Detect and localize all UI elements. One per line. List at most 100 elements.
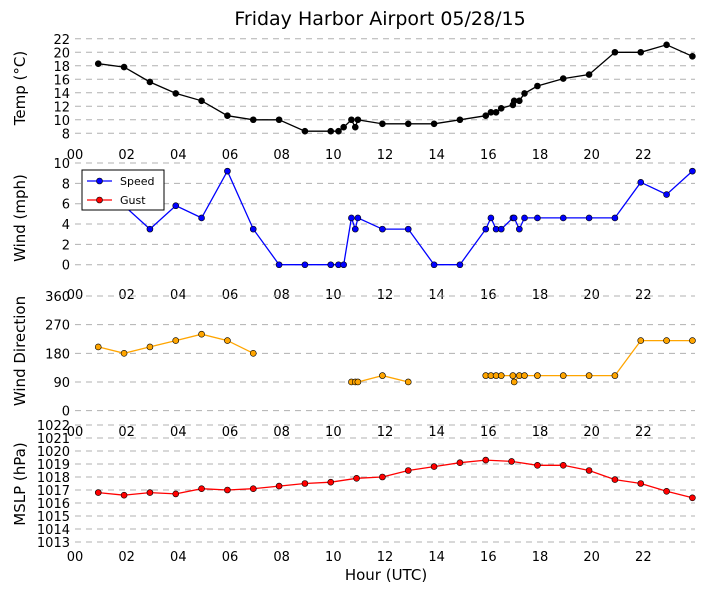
temperature-series-point [585, 71, 593, 78]
wind-speed-xtick-label: 02 [118, 288, 135, 303]
mslp-xtick-label: 06 [222, 550, 239, 565]
wind-direction-series-point [585, 372, 593, 379]
temperature-series-point [335, 127, 342, 135]
mslp-series-point [379, 473, 386, 481]
wind-direction-series-point [559, 372, 567, 379]
wind-direction-xtick-label: 22 [635, 425, 652, 440]
wind-direction-series-point [637, 337, 645, 344]
wind-speed-speed-point [340, 261, 347, 269]
temperature-xtick-label: 14 [428, 148, 445, 163]
legend-marker-speed [96, 177, 103, 185]
temperature-series-point [275, 116, 283, 124]
mslp-series-point [404, 467, 412, 474]
mslp-series-point [482, 456, 490, 464]
wind-speed-speed-line [98, 169, 693, 266]
wind-direction-series-point [224, 337, 231, 344]
wind-direction-xtick-label: 00 [67, 425, 84, 440]
mslp-series-point [301, 480, 309, 487]
wind-direction-ytick-label: 360 [45, 290, 70, 305]
mslp-ytick-label: 1021 [37, 432, 70, 447]
wind-speed-speed-point [516, 225, 523, 233]
temperature-series-point [404, 120, 412, 128]
temperature-series-point [379, 120, 386, 128]
mslp-series-point [120, 491, 128, 499]
mslp-xtick-label: 20 [583, 550, 600, 565]
temperature-series-point [354, 116, 362, 124]
panel-wind-speed-ylabel: Wind (mph) [11, 174, 29, 262]
temperature-xtick-label: 10 [325, 148, 342, 163]
mslp-ytick-label: 1014 [37, 523, 70, 538]
mslp-series-point [275, 482, 283, 490]
wind-direction-xtick-label: 16 [480, 425, 497, 440]
temperature-series-point [120, 63, 128, 71]
temperature-ytick-label: 22 [53, 33, 70, 48]
wind-speed-speed-point [404, 225, 412, 233]
temperature-series-point [430, 120, 438, 128]
mslp-ytick-label: 1022 [37, 419, 70, 434]
wind-speed-ytick-label: 8 [62, 177, 70, 192]
temperature-ytick-label: 14 [53, 87, 70, 102]
wind-speed-speed-point [497, 225, 505, 233]
temperature-series-point [146, 78, 154, 86]
panel-temperature-ylabel: Temp (°C) [11, 51, 29, 126]
temperature-series-point [172, 90, 180, 97]
wind-speed-ytick-label: 6 [62, 198, 70, 213]
wind-speed-speed-point [430, 261, 438, 269]
wind-speed-speed-point [521, 214, 528, 222]
temperature-xtick-label: 02 [118, 148, 135, 163]
panel-wind-speed: Wind (mph) [11, 174, 29, 262]
mslp-xtick-label: 00 [67, 550, 84, 565]
temperature-xtick-label: 04 [170, 148, 187, 163]
wind-direction-xtick-label: 14 [428, 425, 445, 440]
wind-direction-xtick-label: 04 [170, 425, 187, 440]
temperature-series-point [559, 75, 567, 82]
temperature-series-line [98, 44, 693, 132]
temperature-series-point [689, 52, 696, 60]
panel-wind-direction: Wind Direction [11, 296, 29, 406]
wind-speed-speed-point [172, 202, 180, 210]
mslp-xtick-label: 12 [377, 550, 394, 565]
temperature-xtick-label: 08 [273, 148, 290, 163]
temperature-series-point [198, 97, 205, 105]
wind-direction-xtick-label: 20 [583, 425, 600, 440]
mslp-series-point [585, 467, 593, 474]
temperature-ytick-label: 8 [62, 127, 70, 142]
wind-speed-ytick-label: 0 [62, 259, 70, 274]
temperature-series-point [456, 116, 464, 124]
mslp-series-point [198, 485, 205, 493]
wind-direction-ytick-label: 0 [62, 405, 70, 420]
wind-direction-series-point [521, 372, 528, 379]
wind-direction-xtick-label: 06 [222, 425, 239, 440]
mslp-xtick-label: 14 [428, 550, 445, 565]
wind-direction-series-point [120, 350, 128, 357]
mslp-series-point [611, 476, 619, 483]
wind-speed-speed-point [249, 225, 257, 233]
panel-wind-direction-ylabel: Wind Direction [11, 296, 29, 406]
wind-speed-speed-point [611, 214, 619, 222]
wind-direction-xtick-label: 18 [532, 425, 549, 440]
wind-speed-speed-point [559, 214, 567, 222]
panel-temperature: Temp (°C) [11, 51, 29, 126]
mslp-xtick-label: 08 [273, 550, 290, 565]
temperature-ytick-label: 10 [53, 114, 70, 129]
mslp-series-point [94, 489, 102, 496]
wind-direction-series-point [509, 372, 517, 379]
temperature-series-point [327, 127, 335, 135]
mslp-series-point [559, 461, 567, 469]
wind-speed-speed-point [585, 214, 593, 222]
wind-speed-speed-point [275, 261, 283, 269]
wind-direction-xtick-label: 12 [377, 425, 394, 440]
mslp-series-point [637, 480, 645, 487]
temperature-ytick-label: 12 [53, 100, 70, 115]
temperature-ytick-label: 20 [53, 46, 70, 61]
wind-speed-xtick-label: 22 [635, 288, 652, 303]
mslp-xtick-label: 04 [170, 550, 187, 565]
wind-direction-series-point [663, 337, 670, 344]
temperature-series-point [224, 112, 231, 119]
wind-speed-speed-point [198, 214, 205, 222]
legend-marker-gust [96, 196, 103, 204]
wind-direction-series-point [198, 330, 205, 338]
wind-speed-xtick-label: 08 [273, 288, 290, 303]
temperature-xtick-label: 00 [67, 148, 84, 163]
temperature-xtick-label: 18 [532, 148, 549, 163]
